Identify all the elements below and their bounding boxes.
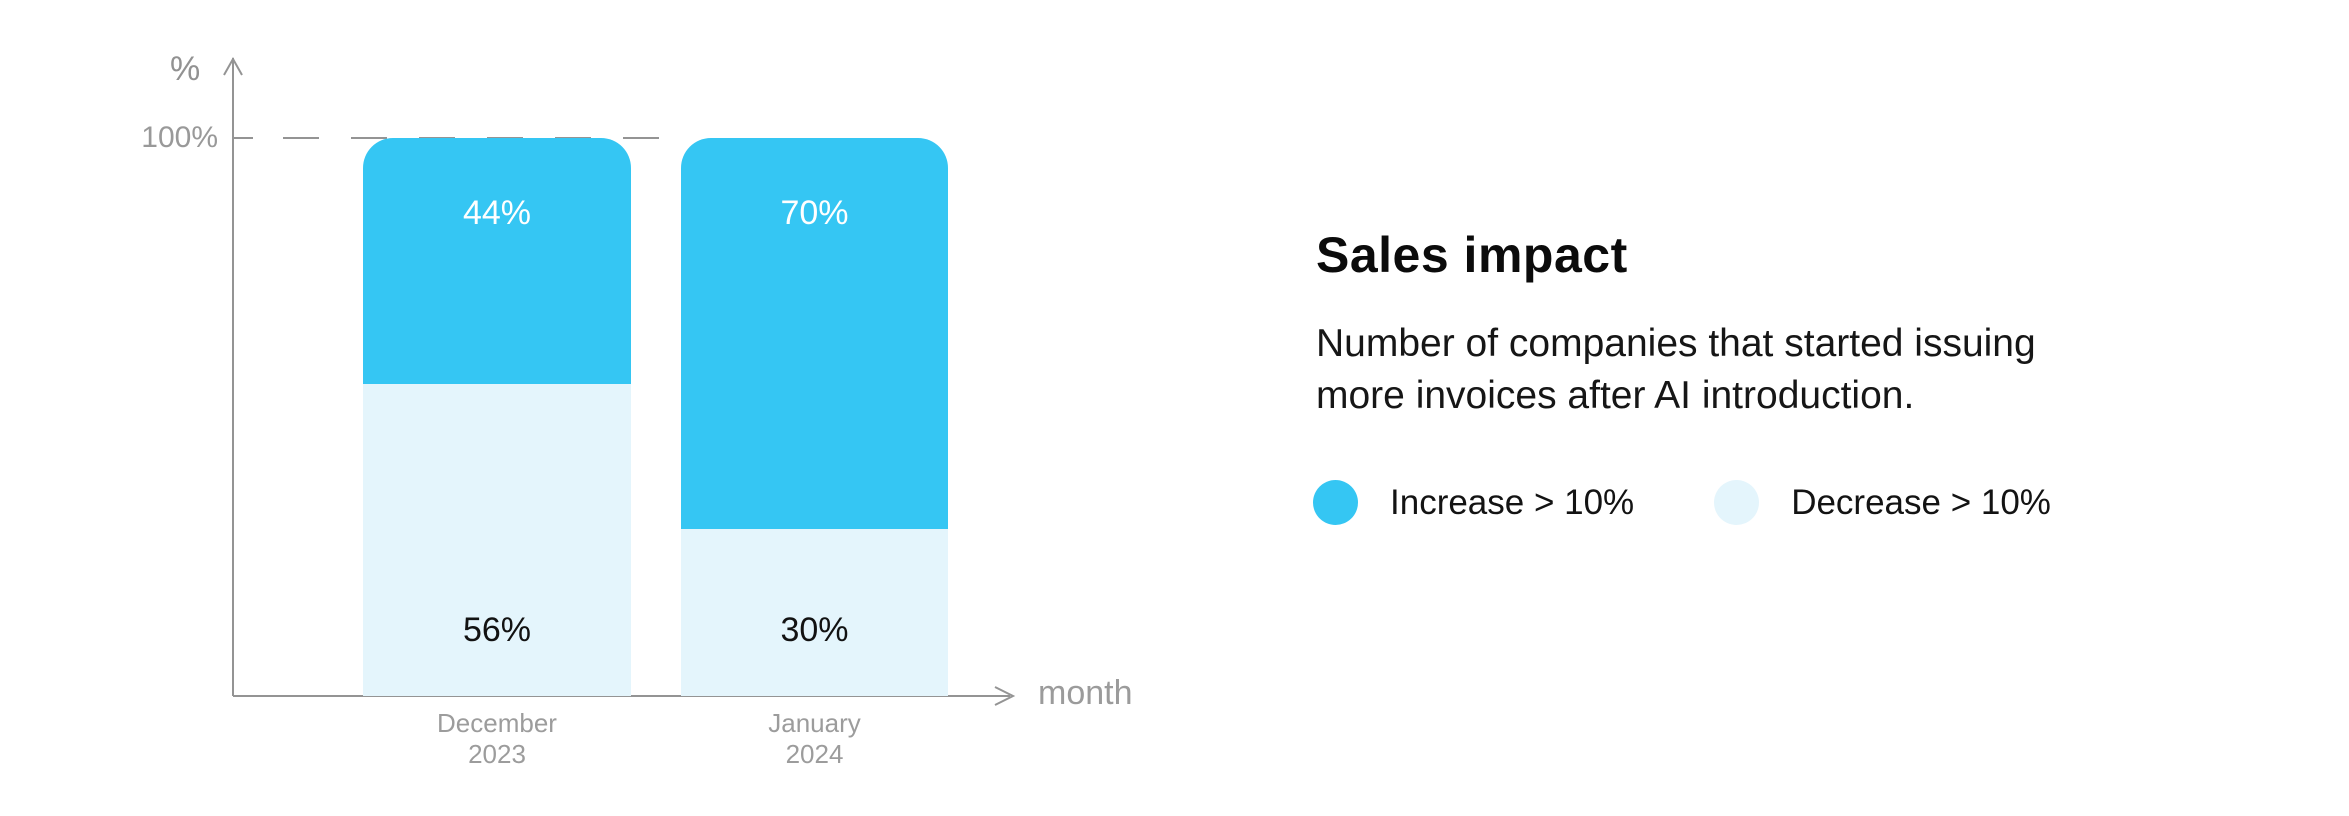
segment-value-label: 30%	[780, 610, 849, 649]
chart-description: Number of companies that started issuing…	[1316, 318, 2276, 422]
category-month: December	[437, 708, 557, 738]
description-line: more invoices after AI introduction.	[1316, 374, 1915, 417]
category-year: 2024	[785, 739, 844, 769]
bar-segment-increase: 70%	[681, 138, 948, 529]
bar-december-2023: 44% 56%	[363, 138, 631, 696]
segment-value-label: 70%	[780, 194, 849, 232]
segment-value-label: 56%	[462, 610, 532, 649]
y-axis-arrowhead-icon	[223, 56, 243, 76]
description-line: Number of companies that started issuing	[1316, 322, 2036, 365]
x-axis-label: month	[1038, 674, 1133, 712]
legend-item-decrease: Decrease > 10%	[1714, 480, 2051, 525]
chart-axes	[223, 56, 1016, 706]
decrease-swatch-icon	[1714, 480, 1760, 525]
bar-segment-decrease: 56%	[363, 383, 631, 696]
info-panel: Sales impact Number of companies that st…	[1313, 226, 2276, 525]
x-axis-arrowhead-icon	[994, 686, 1016, 706]
segment-value-label: 44%	[462, 194, 532, 232]
x-category-label-january-2024: January 2024	[681, 708, 948, 770]
y-axis-tick-label-100: 100%	[141, 121, 218, 154]
category-year: 2023	[468, 739, 526, 769]
legend: Increase > 10% Decrease > 10%	[1313, 480, 2276, 525]
bar-segment-decrease: 30%	[681, 528, 948, 696]
category-month: January	[768, 708, 861, 738]
bar-january-2024: 70% 30%	[681, 138, 948, 696]
x-category-label-december-2023: December 2023	[363, 708, 631, 770]
increase-swatch-icon	[1313, 480, 1358, 525]
bar-segment-increase: 44%	[363, 138, 631, 384]
page-title: Sales impact	[1316, 227, 1628, 283]
legend-item-increase: Increase > 10%	[1313, 480, 1634, 525]
y-axis-unit-label: %	[170, 50, 201, 88]
legend-label: Increase > 10%	[1390, 482, 1635, 522]
legend-label: Decrease > 10%	[1791, 482, 2051, 522]
